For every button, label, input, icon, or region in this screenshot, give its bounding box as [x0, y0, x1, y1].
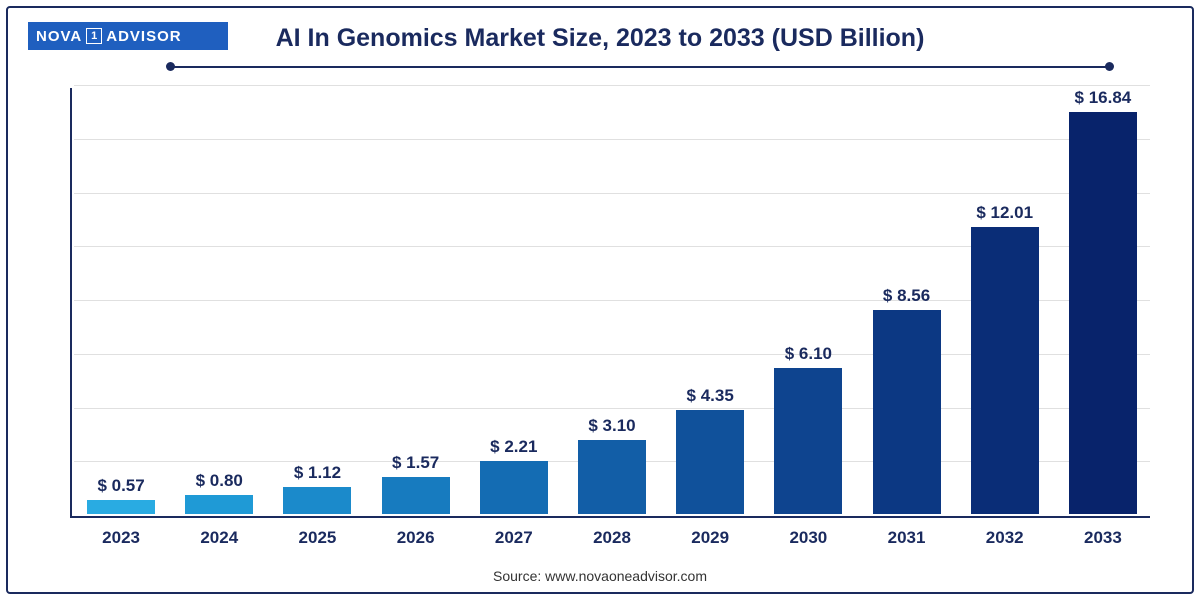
- x-axis-label: 2025: [272, 528, 362, 548]
- title-underline: [170, 62, 1110, 72]
- x-axis-label: 2032: [960, 528, 1050, 548]
- bar-value-label: $ 6.10: [763, 344, 853, 364]
- bar-value-label: $ 1.12: [272, 463, 362, 483]
- bar: [87, 500, 155, 514]
- underline-line: [170, 66, 1110, 68]
- source-text: Source: www.novaoneadvisor.com: [0, 568, 1200, 584]
- bar: [971, 227, 1039, 514]
- bar-value-label: $ 8.56: [862, 286, 952, 306]
- bar: [480, 461, 548, 514]
- bar-value-label: $ 0.80: [174, 471, 264, 491]
- bar: [185, 495, 253, 514]
- bar-value-label: $ 1.57: [371, 453, 461, 473]
- bar: [382, 477, 450, 515]
- x-axis-label: 2027: [469, 528, 559, 548]
- gridline: [74, 85, 1150, 86]
- bar: [873, 310, 941, 514]
- x-axis-label: 2024: [174, 528, 264, 548]
- chart-title: AI In Genomics Market Size, 2023 to 2033…: [0, 24, 1200, 53]
- bar: [774, 368, 842, 514]
- bar-value-label: $ 16.84: [1058, 88, 1148, 108]
- bar-value-label: $ 12.01: [960, 203, 1050, 223]
- bar: [578, 440, 646, 514]
- x-axis-label: 2028: [567, 528, 657, 548]
- bar: [676, 410, 744, 514]
- bar-chart: $ 0.572023$ 0.802024$ 1.122025$ 1.572026…: [70, 88, 1150, 518]
- gridline: [74, 193, 1150, 194]
- bar-value-label: $ 0.57: [76, 476, 166, 496]
- x-axis-label: 2030: [763, 528, 853, 548]
- bar-value-label: $ 2.21: [469, 437, 559, 457]
- underline-dot-left: [166, 62, 175, 71]
- underline-dot-right: [1105, 62, 1114, 71]
- x-axis-label: 2026: [371, 528, 461, 548]
- x-axis-label: 2023: [76, 528, 166, 548]
- x-axis-label: 2029: [665, 528, 755, 548]
- bar: [1069, 112, 1137, 514]
- bar-value-label: $ 4.35: [665, 386, 755, 406]
- x-axis-label: 2033: [1058, 528, 1148, 548]
- plot-area: $ 0.572023$ 0.802024$ 1.122025$ 1.572026…: [70, 88, 1150, 518]
- x-axis-label: 2031: [862, 528, 952, 548]
- gridline: [74, 139, 1150, 140]
- bar: [283, 487, 351, 514]
- bar-value-label: $ 3.10: [567, 416, 657, 436]
